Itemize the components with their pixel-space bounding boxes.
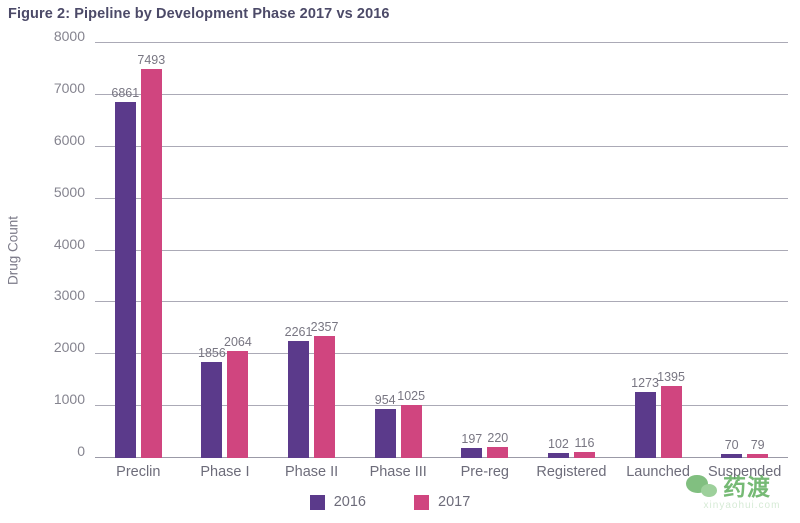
gridline — [95, 42, 788, 43]
bar-group: 6861 7493 — [95, 43, 182, 458]
data-label: 1273 — [631, 375, 659, 390]
data-label: 79 — [750, 437, 765, 452]
gridline — [95, 197, 788, 199]
gridline — [95, 145, 788, 147]
bar-2016-preclin: 6861 — [111, 86, 139, 458]
data-label: 1025 — [397, 388, 426, 403]
data-label: 197 — [461, 431, 483, 446]
bar-2016-suspended: 70 — [721, 438, 743, 458]
legend-label: 2016 — [333, 494, 366, 510]
gridline — [95, 405, 788, 407]
bar-2016-phase-iii: 954 — [374, 393, 396, 458]
bar-2016-launched: 1273 — [631, 376, 659, 458]
x-tick-label: Launched — [626, 464, 690, 480]
data-label: 2261 — [284, 324, 313, 339]
legend-item-2017: 2017 — [414, 494, 470, 510]
bar-2017-launched: 1395 — [657, 370, 685, 458]
data-label: 70 — [724, 438, 739, 453]
y-tick-label: 3000 — [53, 287, 85, 304]
y-tick-label: 0 — [77, 443, 85, 459]
bar-2017-phase-i: 2064 — [224, 335, 252, 458]
x-tick-label: Phase II — [284, 464, 339, 480]
data-label: 1856 — [198, 345, 226, 360]
legend-swatch-icon — [414, 494, 429, 510]
figure-title: Figure 2: Pipeline by Development Phase … — [8, 6, 390, 22]
bar-2017-phase-iii: 1025 — [397, 389, 425, 458]
data-label: 102 — [548, 436, 569, 451]
bar-group: 1273 1395 — [615, 43, 702, 458]
bar-group: 2261 2357 — [268, 43, 355, 458]
bar-group: 1856 2064 — [182, 43, 269, 458]
bar-2017-preclin: 7493 — [137, 53, 165, 458]
bar-2016-pre-reg: 197 — [461, 432, 483, 458]
y-tick-label: 1000 — [53, 391, 85, 408]
y-tick-label: 8000 — [53, 28, 85, 44]
x-tick-label: Phase I — [200, 464, 250, 480]
y-tick-label: 7000 — [53, 79, 85, 96]
bar-2016-phase-i: 1856 — [198, 346, 226, 458]
gridline — [95, 353, 788, 355]
legend-swatch-icon — [309, 494, 325, 510]
x-tick-label: Registered — [536, 464, 607, 480]
bar-group: 70 79 — [701, 43, 788, 458]
bar-group: 954 1025 — [355, 43, 442, 458]
data-label: 2357 — [310, 319, 339, 334]
x-tick-label: Pre-reg — [460, 464, 509, 480]
gridline — [95, 249, 788, 251]
x-tick-label: Phase III — [369, 464, 427, 480]
bar-group: 197 220 — [442, 43, 529, 458]
bar-2016-phase-ii: 2261 — [285, 325, 312, 458]
legend-item-2016: 2016 — [309, 494, 366, 510]
data-label: 1395 — [657, 369, 685, 384]
x-axis-labels: Preclin Phase I Phase II Phase III Pre-reg Re… — [95, 464, 788, 486]
data-label: 6861 — [111, 86, 140, 101]
y-tick-label: 5000 — [53, 183, 85, 200]
y-tick-label: 4000 — [53, 235, 85, 252]
x-tick-label: Preclin — [116, 464, 161, 480]
gridline — [95, 301, 788, 303]
x-tick-label: Suspended — [708, 464, 782, 480]
bar-2017-phase-ii: 2357 — [311, 320, 338, 458]
bar-2016-registered: 102 — [547, 437, 569, 458]
y-tick-label: 6000 — [53, 131, 85, 148]
data-label: 7493 — [137, 53, 166, 68]
data-label: 2064 — [224, 334, 252, 349]
data-label: 116 — [574, 435, 595, 450]
legend-label: 2017 — [438, 494, 471, 510]
bar-2017-pre-reg: 220 — [487, 431, 509, 458]
plot-area: 0 1000 2000 3000 4000 5000 6000 7000 8000 6861 749… — [54, 28, 788, 459]
legend: 2016 2017 — [0, 494, 780, 510]
data-label: 220 — [487, 430, 509, 445]
y-tick-label: 2000 — [53, 339, 85, 356]
bar-2017-suspended: 79 — [747, 438, 769, 458]
data-label: 954 — [374, 392, 396, 407]
y-axis-title: Drug Count — [5, 215, 21, 286]
bar-2017-registered: 116 — [573, 436, 595, 458]
bar-group: 102 116 — [528, 43, 615, 458]
gridline — [95, 93, 788, 95]
x-axis-line — [95, 457, 788, 458]
